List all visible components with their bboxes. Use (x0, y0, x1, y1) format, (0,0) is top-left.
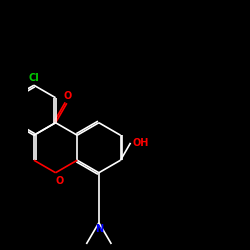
Text: O: O (56, 176, 64, 186)
Text: O: O (64, 91, 72, 101)
Text: OH: OH (133, 138, 149, 148)
Text: Cl: Cl (28, 73, 39, 83)
Text: N: N (95, 224, 103, 234)
